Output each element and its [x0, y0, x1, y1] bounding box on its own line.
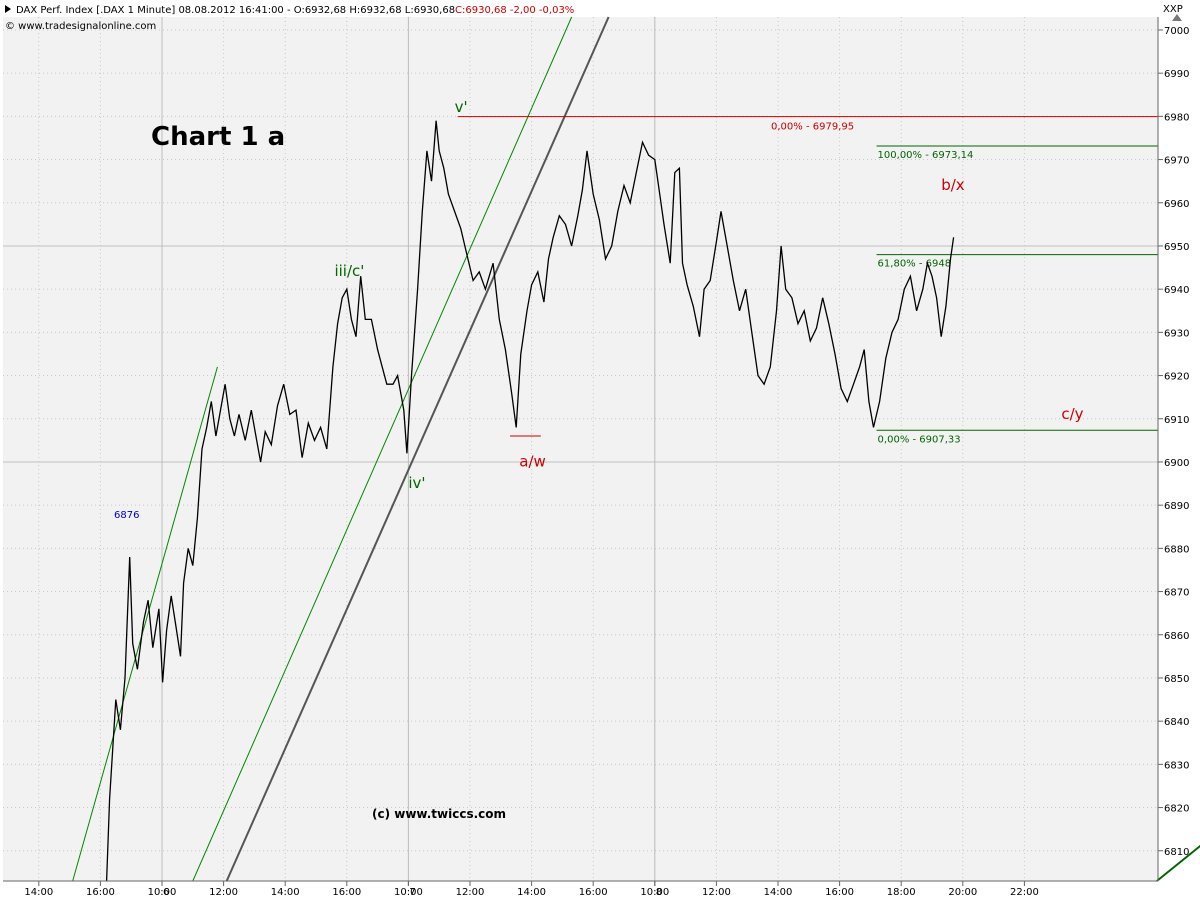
x-tick-label: 16:00 — [332, 887, 361, 898]
corner-label: XXP — [1163, 4, 1183, 15]
copyright-note: (c) www.twiccs.com — [372, 807, 506, 821]
x-tick-label: 22:00 — [1010, 887, 1039, 898]
trend-lines — [72, 16, 1200, 882]
x-tick-label: 12:00 — [209, 887, 238, 898]
fib-level-label: 0,00% - 6907,33 — [878, 434, 961, 445]
x-tick-label: 12:00 — [702, 887, 731, 898]
y-tick-label: 6940 — [1164, 285, 1189, 296]
x-tick-label: 16:00 — [825, 887, 854, 898]
y-tick-label: 6810 — [1164, 847, 1189, 858]
plot-area — [3, 17, 1158, 881]
header-title: DAX Perf. Index [.DAX 1 Minute] 08.08.20… — [16, 5, 455, 16]
axis-area — [1158, 17, 1200, 881]
scroll-up-arrow-icon[interactable] — [1172, 14, 1182, 21]
trend-line — [72, 366, 218, 882]
y-tick-label: 6830 — [1164, 760, 1189, 771]
x-tick-label: 12:00 — [456, 887, 485, 898]
y-tick-label: 6850 — [1164, 674, 1189, 685]
x-tick-label: 8 — [656, 887, 662, 898]
fib-level-label: 0,00% - 6979,95 — [771, 122, 854, 133]
y-tick-label: 6920 — [1164, 372, 1189, 383]
y-tick-label: 6930 — [1164, 328, 1189, 339]
wave-label: b/x — [941, 176, 965, 194]
y-tick-label: 6870 — [1164, 588, 1189, 599]
y-tick-label: 7000 — [1164, 26, 1189, 37]
header-close: C:6930,68 -2,00 -0,03% — [455, 5, 574, 16]
fibonacci-levels: 0,00% - 6979,95 100,00% - 6973,14 61,80% -… — [457, 116, 1158, 445]
x-tick-label: 14:00 — [271, 887, 300, 898]
x-tick-label: 16:00 — [86, 887, 115, 898]
y-tick-label: 6820 — [1164, 804, 1189, 815]
x-tick-label: 6 — [163, 887, 169, 898]
fib-level-label: 61,80% - 6948 — [878, 259, 952, 270]
x-tick-label: 18:00 — [887, 887, 916, 898]
x-tick-label: 10:00 — [394, 887, 423, 898]
x-tick-label: 10:00 — [148, 887, 177, 898]
fib-level-label: 100,00% - 6973,14 — [878, 150, 974, 161]
x-axis: 14:00 16:00 610:00 12:00 14:00 16:00 710:00 12:… — [3, 880, 1158, 898]
wave-label: a/w — [519, 452, 546, 470]
y-tick-label: 6900 — [1164, 458, 1189, 469]
wave-labels: v' iii/c' iv' a/w b/x c/y — [334, 98, 1083, 492]
x-tick-label: 14:00 — [764, 887, 793, 898]
collapse-triangle-icon[interactable] — [5, 5, 11, 13]
trend-line — [192, 16, 573, 882]
wave-label: iii/c' — [334, 262, 364, 280]
x-tick-label: 14:00 — [517, 887, 546, 898]
x-tick-label: 16:00 — [579, 887, 608, 898]
x-tick-label: 20:00 — [948, 887, 977, 898]
x-tick-label: 7 — [409, 887, 415, 898]
trend-line — [225, 16, 610, 882]
trend-line — [1156, 844, 1200, 882]
chart-title: Chart 1 a — [151, 122, 285, 152]
y-tick-label: 6980 — [1164, 112, 1189, 123]
y-tick-label: 6890 — [1164, 501, 1189, 512]
side-note: 6876 — [114, 510, 139, 521]
price-series-line — [105, 120, 955, 882]
header-source: © www.tradesignalonline.com — [5, 21, 156, 32]
y-tick-label: 6840 — [1164, 717, 1189, 728]
y-tick-label: 6990 — [1164, 69, 1189, 80]
wave-label: iv' — [408, 474, 425, 492]
x-tick-label: 14:00 — [24, 887, 53, 898]
y-axis: 6810 6820 6830 6840 6850 6860 6870 6880 6890 6900… — [1157, 17, 1189, 881]
y-tick-label: 6860 — [1164, 631, 1189, 642]
wave-label: c/y — [1061, 405, 1083, 423]
y-tick-label: 6960 — [1164, 199, 1189, 210]
y-tick-label: 6880 — [1164, 544, 1189, 555]
wave-label: v' — [455, 98, 468, 116]
y-tick-label: 6950 — [1164, 242, 1189, 253]
y-tick-label: 6970 — [1164, 156, 1189, 167]
x-tick-label: 10:00 — [640, 887, 669, 898]
y-tick-label: 6910 — [1164, 415, 1189, 426]
